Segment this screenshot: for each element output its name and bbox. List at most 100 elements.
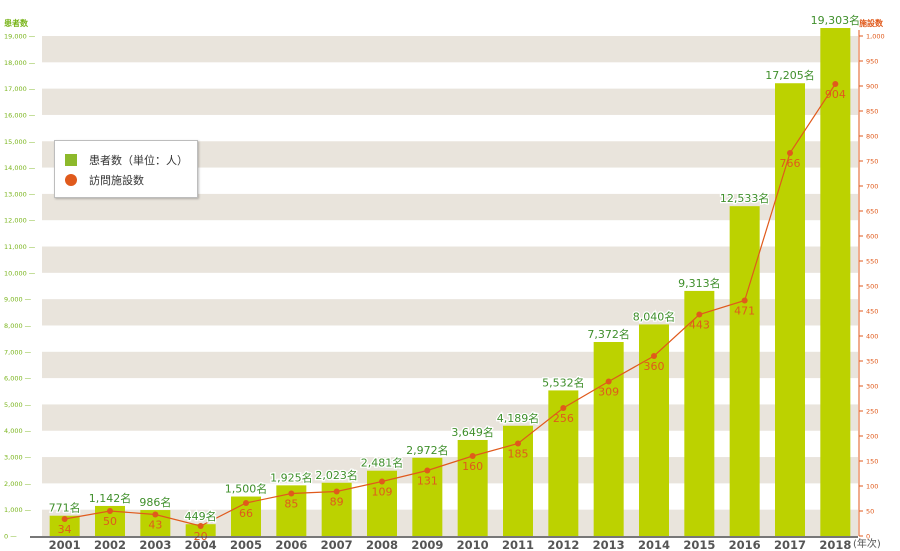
right-tick-label: 850 bbox=[866, 108, 878, 116]
bar-value-label: 17,205名 bbox=[765, 68, 815, 82]
background-bands bbox=[42, 36, 858, 536]
bar-value-label: 449名 bbox=[185, 509, 217, 523]
bar-value-label: 7,372名 bbox=[587, 327, 630, 341]
left-tick-label: 18,000 — bbox=[4, 59, 36, 67]
right-tick-label: 1,000 bbox=[866, 33, 885, 41]
x-tick-label: 2005 bbox=[230, 538, 262, 551]
bar-value-label: 1,500名 bbox=[225, 482, 268, 496]
line-value-label: 185 bbox=[508, 448, 529, 461]
right-tick-label: 550 bbox=[866, 258, 878, 266]
x-tick-label: 2002 bbox=[94, 538, 126, 551]
grid-band bbox=[42, 351, 858, 379]
line-value-label: 50 bbox=[103, 515, 117, 528]
right-tick-label: 50 bbox=[866, 508, 874, 516]
line-value-label: 131 bbox=[417, 475, 438, 488]
bar bbox=[593, 342, 624, 536]
x-tick-label: 2013 bbox=[593, 538, 625, 551]
x-tick-label: 2008 bbox=[366, 538, 398, 551]
left-tick-label: 16,000 — bbox=[4, 111, 36, 119]
bar bbox=[775, 83, 805, 536]
x-tick-label: 2014 bbox=[638, 538, 670, 551]
line-point bbox=[197, 523, 204, 529]
legend-label-patients: 患者数（単位：人） bbox=[89, 154, 188, 167]
left-tick-label: 8,000 — bbox=[4, 322, 32, 330]
line-value-label: 256 bbox=[553, 412, 574, 425]
line-value-label: 471 bbox=[734, 305, 755, 318]
bar-value-label: 8,040名 bbox=[633, 309, 676, 323]
left-tick-label: 15,000 — bbox=[4, 138, 36, 146]
right-axis: 施設数 0 50 100 150 200 250 300 350 400 450 500 550 600 6… bbox=[858, 18, 885, 541]
legend-line-dot bbox=[65, 174, 77, 186]
left-tick-label: 13,000 — bbox=[4, 190, 36, 198]
x-tick-label: 2003 bbox=[139, 538, 171, 551]
line-value-label: 766 bbox=[780, 157, 801, 170]
grid-band bbox=[42, 88, 858, 115]
bar-value-label: 2,023名 bbox=[315, 468, 358, 482]
x-tick-label: 2016 bbox=[729, 538, 761, 551]
x-tick-label: 2012 bbox=[547, 538, 579, 551]
right-tick-label: 300 bbox=[866, 383, 878, 391]
right-tick-label: 450 bbox=[866, 308, 878, 316]
x-tick-label: 2010 bbox=[457, 538, 489, 551]
line-point bbox=[107, 508, 113, 514]
line-value-label: 34 bbox=[58, 523, 72, 536]
x-tick-label: 2006 bbox=[275, 538, 307, 551]
x-tick-label: 2017 bbox=[774, 538, 806, 551]
right-tick-label: 350 bbox=[866, 358, 878, 366]
left-tick-label: 12,000 — bbox=[4, 217, 36, 225]
bar-value-label: 986名 bbox=[139, 495, 171, 509]
right-tick-label: 700 bbox=[866, 183, 878, 191]
grid-band bbox=[42, 193, 858, 221]
line-value-label: 85 bbox=[284, 498, 298, 511]
bar bbox=[49, 515, 80, 536]
right-tick-label: 100 bbox=[866, 483, 878, 491]
line-point bbox=[560, 405, 567, 411]
x-tick-label: 2007 bbox=[321, 538, 353, 551]
left-tick-label: 10,000 — bbox=[4, 269, 36, 277]
left-axis-title: 患者数 bbox=[4, 18, 29, 28]
right-tick-label: 950 bbox=[866, 58, 878, 66]
grid-band bbox=[42, 509, 858, 536]
line-point bbox=[787, 150, 793, 156]
line-value-label: 443 bbox=[689, 319, 710, 332]
x-tick-label: 2015 bbox=[683, 538, 715, 551]
grid-band bbox=[42, 299, 858, 326]
grid-band bbox=[42, 246, 858, 273]
right-tick-label: 750 bbox=[866, 158, 878, 166]
line-point bbox=[651, 353, 657, 359]
bar bbox=[729, 206, 760, 536]
right-tick-label: 650 bbox=[866, 208, 878, 216]
x-tick-label: 2009 bbox=[411, 538, 443, 551]
line-point bbox=[152, 511, 159, 518]
legend-label-facilities: 訪問施設数 bbox=[89, 174, 144, 187]
left-tick-label: 11,000 — bbox=[4, 243, 36, 251]
bar-value-label: 771名 bbox=[49, 501, 81, 515]
x-tick-label: 2018 bbox=[819, 538, 851, 551]
line-point bbox=[741, 297, 748, 304]
line-point bbox=[243, 500, 249, 506]
bar-series bbox=[49, 28, 851, 537]
line-point bbox=[288, 490, 295, 497]
bar-value-label: 19,303名 bbox=[811, 13, 861, 27]
line-value-label: 160 bbox=[462, 460, 483, 473]
bar-value-label: 5,532名 bbox=[542, 375, 585, 389]
left-tick-label: 17,000 — bbox=[4, 85, 36, 93]
legend-bar-swatch bbox=[65, 154, 77, 166]
line-value-label: 89 bbox=[330, 496, 344, 509]
line-path bbox=[64, 83, 836, 527]
line-point bbox=[333, 488, 340, 495]
x-tick-label: 2001 bbox=[49, 538, 81, 551]
bar-value-label: 9,313名 bbox=[678, 276, 721, 290]
right-tick-label: 400 bbox=[866, 333, 878, 341]
line-point bbox=[515, 440, 521, 447]
line-point bbox=[696, 311, 703, 318]
bar bbox=[820, 28, 851, 537]
x-tick-label: 2004 bbox=[185, 538, 217, 551]
line-value-label: 360 bbox=[644, 360, 665, 373]
left-tick-label: 4,000 — bbox=[4, 427, 32, 435]
bar-value-label: 2,481名 bbox=[361, 456, 404, 470]
grid-band bbox=[42, 404, 858, 431]
line-point bbox=[605, 378, 612, 385]
